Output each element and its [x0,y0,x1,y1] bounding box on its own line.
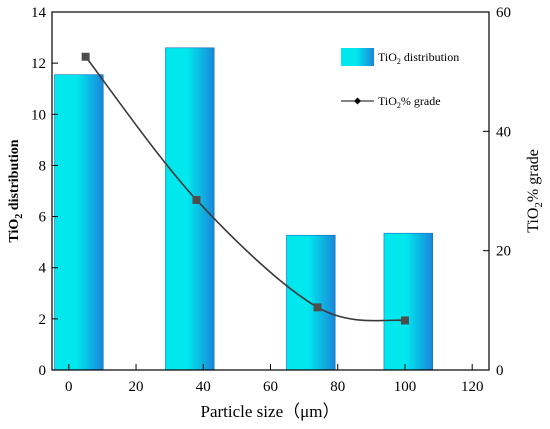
legend-bar-swatch [341,48,374,66]
grade-marker [192,195,201,204]
grade-marker [81,52,90,61]
y-right-tick-label: 20 [496,244,511,260]
y-left-tick-label: 6 [39,210,47,226]
y-left-tick-label: 12 [31,56,46,72]
line-layer [81,52,409,325]
x-tick-label: 60 [263,379,278,395]
y-left-tick-label: 0 [39,363,47,379]
x-tick-label: 20 [129,379,144,395]
y-right-tick-label: 0 [496,363,504,379]
y-right-tick-label: 40 [496,124,511,140]
grade-marker [313,303,322,312]
x-tick-label: 80 [330,379,345,395]
legend-line-label: TiO2% grade [378,94,441,110]
grade-marker [400,316,409,325]
y-left-tick-label: 14 [31,5,47,21]
x-tick-label: 100 [394,379,417,395]
bar [383,232,433,371]
legend-bar-label: TiO2 distribution [378,50,459,66]
y-left-tick-label: 4 [39,261,47,277]
y-right-tick-label: 60 [496,5,511,21]
x-tick-label: 0 [65,379,73,395]
bar [165,47,215,371]
bars-layer [54,47,433,371]
y-left-tick-label: 8 [39,158,47,174]
x-tick-label: 120 [461,379,484,395]
y-axis-right-label: TiO2% grade [525,149,545,233]
grade-line [84,56,406,322]
bar [54,74,104,371]
ticks-layer: 0 20 40 60 80 100 120 0 2 4 6 8 10 12 14 0 20 40 60 [31,5,511,395]
x-axis-label: Particle size（μm） [201,402,340,421]
y-left-tick-label: 10 [31,107,46,123]
legend-diamond-marker [354,97,361,105]
legend: TiO2 distribution TiO2% grade [341,48,459,110]
y-axis-left-label: TiO2 distribution [7,139,25,242]
y-left-tick-label: 2 [39,312,47,328]
x-tick-label: 40 [196,379,211,395]
